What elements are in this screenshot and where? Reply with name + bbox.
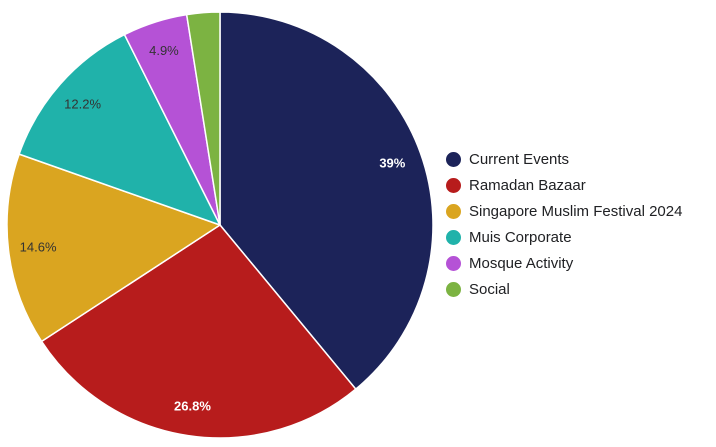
legend: Current Events Ramadan Bazaar Singapore Mu… — [446, 146, 682, 302]
legend-swatch — [446, 151, 461, 167]
slice-label-ramadan-bazaar: 26.8% — [174, 399, 211, 414]
legend-label: Social — [469, 280, 510, 298]
slice-label-current-events: 39% — [379, 155, 405, 170]
pie-slice-social — [185, 11, 221, 226]
slice-label-mosque-activity: 4.9% — [149, 43, 179, 58]
pie-slice-ramadan-bazaar — [40, 224, 357, 439]
labels-group: 39% 26.8% 14.6% 12.2% 4.9% — [20, 43, 406, 413]
pie-slice-current-events — [219, 11, 434, 390]
legend-label: Ramadan Bazaar — [469, 176, 586, 194]
legend-item-ramadan-bazaar[interactable]: Ramadan Bazaar — [446, 172, 682, 198]
slice-label-muis-corporate: 12.2% — [64, 96, 101, 111]
legend-label: Mosque Activity — [469, 254, 574, 272]
legend-item-mosque-activity[interactable]: Mosque Activity — [446, 250, 682, 276]
legend-label: Singapore Muslim Festival 2024 — [469, 202, 683, 220]
legend-swatch — [446, 255, 461, 271]
legend-swatch — [446, 229, 461, 245]
pie-slice-muis-corporate — [18, 33, 221, 226]
legend-swatch — [446, 177, 461, 193]
legend-label: Current Events — [469, 150, 570, 168]
legend-item-social[interactable]: Social — [446, 276, 682, 302]
legend-swatch — [446, 281, 461, 297]
legend-item-muis-corporate[interactable]: Muis Corporate — [446, 224, 682, 250]
slice-label-singapore-muslim-festival-2024: 14.6% — [20, 239, 57, 254]
legend-swatch — [446, 203, 461, 219]
pie-slice-singapore-muslim-festival-2024 — [6, 153, 221, 343]
slices-group — [6, 11, 434, 439]
legend-item-singapore-muslim-festival-2024[interactable]: Singapore Muslim Festival 2024 — [446, 198, 682, 224]
legend-label: Muis Corporate — [469, 228, 572, 246]
legend-item-current-events[interactable]: Current Events — [446, 146, 682, 172]
